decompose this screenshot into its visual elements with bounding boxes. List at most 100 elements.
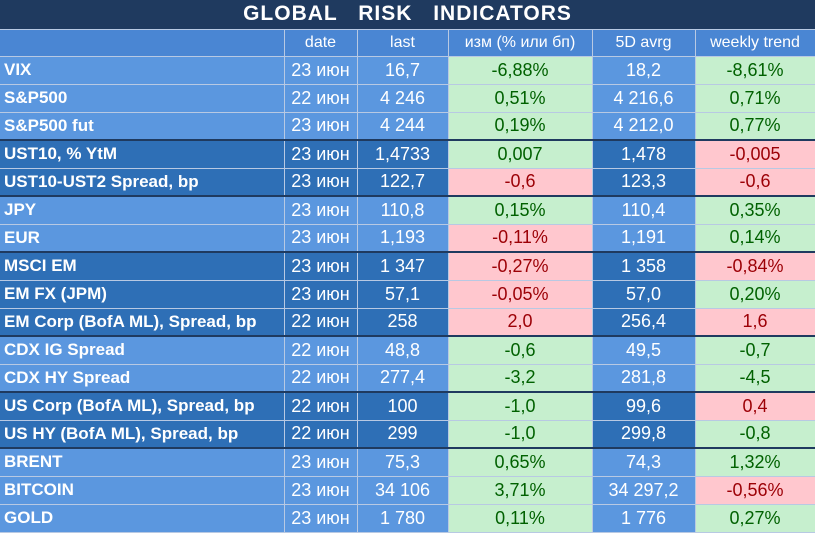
five-day-avg: 1,191 [592, 224, 696, 253]
change-value: -0,27% [448, 251, 593, 281]
header-weekly-trend: weekly trend [695, 29, 815, 57]
title-row: GLOBAL RISK INDICATORS [0, 0, 815, 30]
last-value: 4 246 [357, 84, 449, 113]
weekly-trend-value: 0,35% [695, 195, 815, 225]
weekly-trend-value: -8,61% [695, 56, 815, 85]
date-cell: 22 июн [284, 420, 358, 449]
five-day-avg: 4 212,0 [592, 112, 696, 141]
indicator-name: CDX HY Spread [0, 364, 285, 393]
indicator-name: US HY (BofA ML), Spread, bp [0, 420, 285, 449]
last-value: 57,1 [357, 280, 449, 309]
five-day-avg: 123,3 [592, 168, 696, 197]
table-row: US Corp (BofA ML), Spread, bp 22 июн 100 -1… [0, 391, 815, 421]
last-value: 48,8 [357, 335, 449, 365]
table-row: S&P500 fut 23 июн 4 244 0,19% 4 212,0 0,77% [0, 112, 815, 141]
table-row: US HY (BofA ML), Spread, bp 22 июн 299 -1,0… [0, 420, 815, 449]
weekly-trend-value: -0,84% [695, 251, 815, 281]
date-cell: 23 июн [284, 251, 358, 281]
change-value: -0,11% [448, 224, 593, 253]
header-name [0, 29, 285, 57]
indicator-name: GOLD [0, 504, 285, 533]
weekly-trend-value: 0,14% [695, 224, 815, 253]
five-day-avg: 1,478 [592, 139, 696, 169]
table-row: BRENT 23 июн 75,3 0,65% 74,3 1,32% [0, 447, 815, 477]
indicator-name: EM Corp (BofA ML), Spread, bp [0, 308, 285, 337]
indicator-name: MSCI EM [0, 251, 285, 281]
change-value: 0,11% [448, 504, 593, 533]
date-cell: 23 июн [284, 195, 358, 225]
five-day-avg: 34 297,2 [592, 476, 696, 505]
change-value: 0,65% [448, 447, 593, 477]
indicator-name: UST10-UST2 Spread, bp [0, 168, 285, 197]
table-row: VIX 23 июн 16,7 -6,88% 18,2 -8,61% [0, 56, 815, 85]
date-cell: 23 июн [284, 224, 358, 253]
last-value: 1 780 [357, 504, 449, 533]
last-value: 258 [357, 308, 449, 337]
weekly-trend-value: 1,32% [695, 447, 815, 477]
last-value: 1,193 [357, 224, 449, 253]
table-row: CDX IG Spread 22 июн 48,8 -0,6 49,5 -0,7 [0, 335, 815, 365]
five-day-avg: 110,4 [592, 195, 696, 225]
date-cell: 23 июн [284, 112, 358, 141]
weekly-trend-value: -0,6 [695, 168, 815, 197]
table-row: S&P500 22 июн 4 246 0,51% 4 216,6 0,71% [0, 84, 815, 113]
date-cell: 22 июн [284, 308, 358, 337]
indicator-name: JPY [0, 195, 285, 225]
change-value: -1,0 [448, 420, 593, 449]
last-value: 277,4 [357, 364, 449, 393]
weekly-trend-value: -0,56% [695, 476, 815, 505]
five-day-avg: 1 358 [592, 251, 696, 281]
weekly-trend-value: 0,77% [695, 112, 815, 141]
five-day-avg: 57,0 [592, 280, 696, 309]
table-row: GOLD 23 июн 1 780 0,11% 1 776 0,27% [0, 504, 815, 533]
five-day-avg: 4 216,6 [592, 84, 696, 113]
change-value: 0,007 [448, 139, 593, 169]
weekly-trend-value: 0,71% [695, 84, 815, 113]
last-value: 34 106 [357, 476, 449, 505]
date-cell: 22 июн [284, 391, 358, 421]
change-value: 2,0 [448, 308, 593, 337]
last-value: 110,8 [357, 195, 449, 225]
five-day-avg: 74,3 [592, 447, 696, 477]
date-cell: 23 июн [284, 504, 358, 533]
header-change: изм (% или бп) [448, 29, 593, 57]
weekly-trend-value: 0,4 [695, 391, 815, 421]
indicator-name: S&P500 fut [0, 112, 285, 141]
change-value: -6,88% [448, 56, 593, 85]
weekly-trend-value: 0,20% [695, 280, 815, 309]
weekly-trend-value: -0,8 [695, 420, 815, 449]
last-value: 4 244 [357, 112, 449, 141]
table-title: GLOBAL RISK INDICATORS [0, 0, 815, 30]
date-cell: 22 июн [284, 364, 358, 393]
five-day-avg: 299,8 [592, 420, 696, 449]
indicator-name: VIX [0, 56, 285, 85]
weekly-trend-value: -0,005 [695, 139, 815, 169]
indicator-name: EM FX (JPM) [0, 280, 285, 309]
change-value: 3,71% [448, 476, 593, 505]
header-row: date last изм (% или бп) 5D avrg weekly … [0, 29, 815, 57]
indicator-name: EUR [0, 224, 285, 253]
header-5d-avg: 5D avrg [592, 29, 696, 57]
date-cell: 22 июн [284, 335, 358, 365]
table-row: EM FX (JPM) 23 июн 57,1 -0,05% 57,0 0,20% [0, 280, 815, 309]
last-value: 1,4733 [357, 139, 449, 169]
date-cell: 23 июн [284, 139, 358, 169]
date-cell: 23 июн [284, 280, 358, 309]
date-cell: 22 июн [284, 84, 358, 113]
last-value: 299 [357, 420, 449, 449]
last-value: 1 347 [357, 251, 449, 281]
indicator-name: US Corp (BofA ML), Spread, bp [0, 391, 285, 421]
indicator-name: CDX IG Spread [0, 335, 285, 365]
table-row: UST10-UST2 Spread, bp 23 июн 122,7 -0,6 123,… [0, 168, 815, 197]
last-value: 75,3 [357, 447, 449, 477]
indicator-name: S&P500 [0, 84, 285, 113]
date-cell: 23 июн [284, 447, 358, 477]
date-cell: 23 июн [284, 476, 358, 505]
last-value: 16,7 [357, 56, 449, 85]
five-day-avg: 18,2 [592, 56, 696, 85]
table-row: UST10, % YtM 23 июн 1,4733 0,007 1,478 -0,005 [0, 139, 815, 169]
last-value: 122,7 [357, 168, 449, 197]
change-value: -0,05% [448, 280, 593, 309]
change-value: -0,6 [448, 168, 593, 197]
